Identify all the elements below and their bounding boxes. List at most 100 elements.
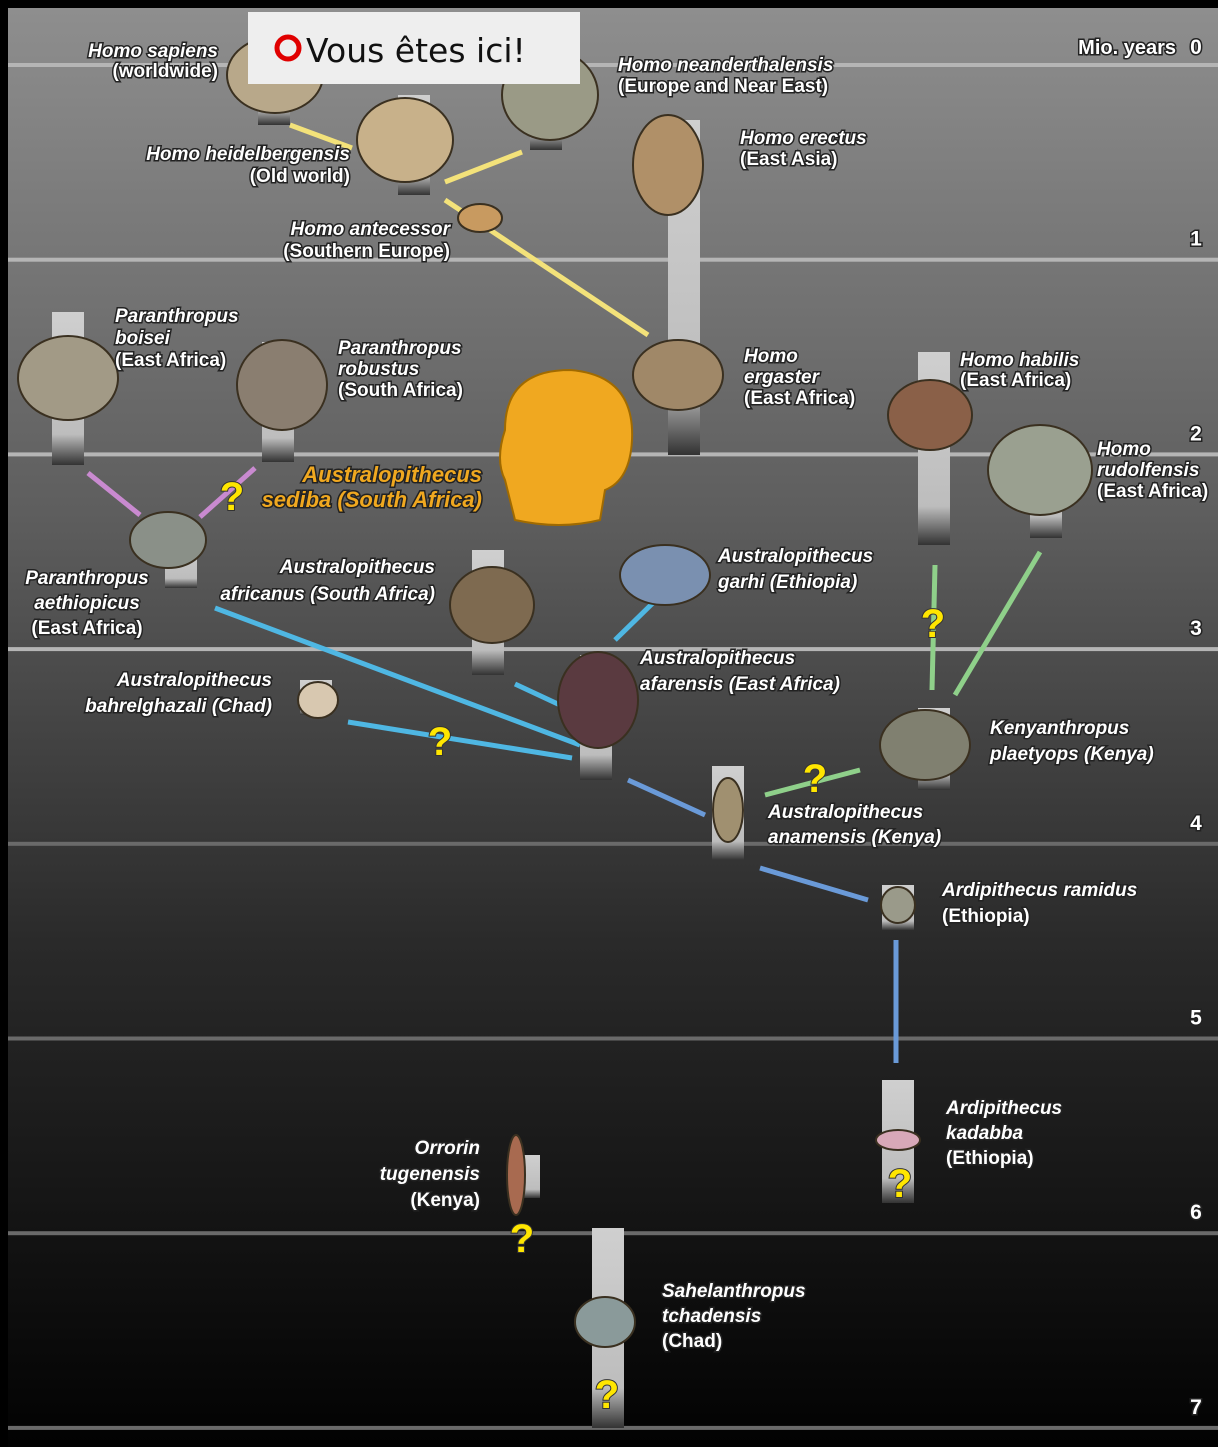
species-label: plaetyops (Kenya) — [989, 744, 1154, 765]
lineage-link — [198, 466, 257, 519]
fossil — [875, 1129, 921, 1151]
species-label: anamensis (Kenya) — [768, 827, 941, 848]
species-label: (Southern Europe) — [283, 241, 450, 262]
species-label: (Kenya) — [410, 1190, 480, 1211]
species-label: afarensis (East Africa) — [640, 674, 840, 695]
time-line — [8, 63, 1218, 67]
species-label: Homo habilis — [960, 350, 1079, 371]
species-label: africanus (South Africa) — [220, 584, 435, 605]
species-label: boisei — [115, 328, 171, 349]
tick-label: 6 — [1190, 1201, 1202, 1224]
fossil — [17, 335, 119, 421]
species-label: (Old world) — [250, 166, 350, 187]
species-label: Homo — [1097, 439, 1151, 460]
marker-box — [248, 12, 580, 84]
fossil — [457, 203, 503, 233]
species-label: Homo sapiens — [88, 41, 218, 62]
species-label: aethiopicus — [34, 593, 140, 614]
species-label: sediba (South Africa) — [262, 487, 482, 512]
fossil — [987, 424, 1093, 516]
lineage-link — [214, 605, 581, 748]
fossil — [129, 511, 207, 569]
species-label: Kenyanthropus — [990, 718, 1129, 739]
species-label: Sahelanthropus — [662, 1281, 806, 1302]
fossil — [297, 681, 339, 719]
tick-label: 5 — [1190, 1007, 1202, 1030]
fossil — [619, 544, 711, 606]
tick-label: 3 — [1190, 617, 1202, 640]
question-mark: ? — [921, 602, 945, 646]
fossil — [632, 339, 724, 411]
species-label: (worldwide) — [112, 61, 218, 82]
question-mark: ? — [803, 757, 827, 801]
lineage-link — [444, 149, 523, 185]
tick-label: 0 — [1190, 36, 1202, 59]
species-label: Australopithecus — [116, 670, 272, 691]
species-label: Orrorin — [415, 1138, 480, 1159]
time-line — [8, 647, 1218, 652]
species-label: Australopithecus — [639, 648, 795, 669]
species-label: garhi (Ethiopia) — [717, 572, 857, 593]
lineage-link — [289, 122, 353, 151]
species-label: Ardipithecus — [945, 1098, 1062, 1119]
species-label: (East Africa) — [1097, 481, 1208, 502]
lineage-link — [613, 596, 660, 642]
tick-label: 7 — [1190, 1396, 1202, 1419]
species-label: Australopithecus — [767, 802, 923, 823]
question-mark: ? — [888, 1162, 912, 1206]
species-label: kadabba — [946, 1123, 1024, 1144]
species-label: Homo heidelbergensis — [146, 144, 350, 165]
species-label: (East Africa) — [115, 350, 226, 371]
species-label: Australopithecus — [717, 546, 873, 567]
species-label: (South Africa) — [338, 380, 463, 401]
species-label: Paranthropus — [338, 338, 462, 359]
species-label: rudolfensis — [1097, 460, 1199, 481]
tick-label: 1 — [1190, 228, 1202, 251]
species-label: (East Africa) — [960, 370, 1071, 391]
species-label: ergaster — [744, 367, 821, 388]
species-label: Homo erectus — [740, 128, 867, 149]
fossil — [449, 566, 535, 644]
species-label: (East Africa) — [31, 618, 142, 639]
lineage-link — [86, 471, 142, 517]
question-mark: ? — [510, 1217, 534, 1261]
fossil-sediba — [499, 368, 634, 526]
fossil — [557, 651, 639, 749]
species-label: Homo — [744, 346, 798, 367]
lineage-link — [626, 777, 707, 818]
tick-label: 2 — [1190, 422, 1202, 445]
marker-circle — [274, 34, 302, 62]
time-line — [8, 1036, 1218, 1041]
lineage-link — [513, 681, 562, 708]
fossil — [356, 97, 454, 183]
species-label: Ardipithecus ramidus — [941, 880, 1137, 901]
lineage-link — [347, 719, 573, 761]
species-label: (East Africa) — [744, 388, 855, 409]
lineage-link — [929, 564, 938, 691]
species-label: tugenensis — [380, 1164, 480, 1185]
species-label: tchadensis — [662, 1306, 761, 1327]
question-mark: ? — [428, 720, 452, 764]
species-label: Australopithecus — [301, 462, 482, 487]
species-label: Homo antecessor — [291, 219, 452, 240]
species-label: Australopithecus — [279, 557, 435, 578]
species-label: Homo neanderthalensis — [618, 55, 833, 76]
time-line — [8, 841, 1218, 846]
species-label: (Chad) — [662, 1331, 722, 1352]
lineage-link — [759, 865, 869, 903]
lineage-link — [764, 767, 861, 798]
fossil — [879, 709, 971, 781]
species-label: Paranthropus — [25, 568, 149, 589]
fossil — [887, 379, 973, 451]
time-line — [8, 257, 1218, 262]
fossil — [712, 777, 744, 843]
fossil — [880, 886, 916, 924]
fossil — [574, 1296, 636, 1348]
species-label: robustus — [338, 359, 419, 380]
species-label: (Europe and Near East) — [618, 76, 828, 97]
axis-label: Mio. years — [1078, 37, 1176, 59]
species-label: Paranthropus — [115, 306, 239, 327]
lineage-link — [952, 550, 1043, 697]
